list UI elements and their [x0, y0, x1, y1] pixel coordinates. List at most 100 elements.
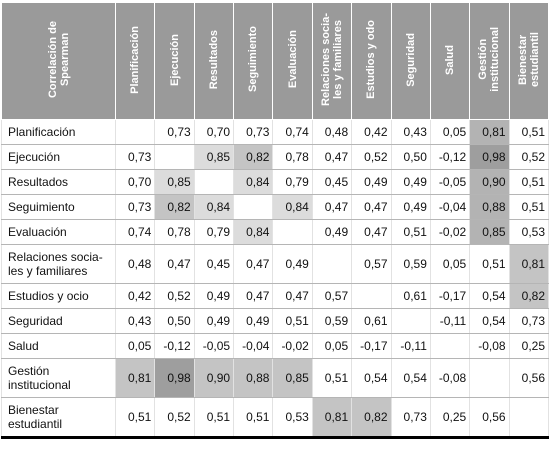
column-header: Seguimiento	[233, 2, 274, 120]
empty-cell	[390, 308, 431, 334]
value-cell: -0,17	[351, 333, 392, 359]
value-cell: -0,11	[429, 308, 471, 334]
value-cell: 0,47	[233, 283, 274, 309]
table-row: Bienestar estudiantil 0,51 0,52 0,51 0,51 0,5…	[1, 397, 550, 439]
value-cell: 0,49	[390, 169, 431, 195]
value-cell: 0,59	[390, 244, 431, 284]
value-cell: 0,49	[233, 308, 274, 334]
column-label: Ejecución	[168, 33, 181, 86]
column-label: Relaciones socia- les y familiares	[319, 13, 344, 106]
value-cell: 0,78	[272, 144, 313, 170]
value-cell: 0,52	[154, 397, 195, 439]
table-row: Evaluación 0,74 0,78 0,79 0,84 0,49 0,47 0,51 -0…	[1, 219, 550, 245]
value-cell: 0,05	[429, 119, 471, 145]
value-cell: 0,25	[429, 397, 471, 439]
value-cell: 0,49	[272, 244, 313, 284]
value-cell: 0,48	[311, 119, 353, 145]
value-cell: 0,53	[272, 397, 313, 439]
value-cell: 0,54	[469, 283, 510, 309]
column-label: Seguimiento	[247, 26, 260, 93]
value-cell: 0,47	[311, 144, 353, 170]
value-cell: 0,49	[311, 219, 353, 245]
value-cell: 0,81	[114, 358, 156, 398]
value-cell: 0,70	[114, 169, 156, 195]
value-cell: 0,52	[154, 283, 195, 309]
value-cell: 0,73	[114, 144, 156, 170]
value-cell: 0,79	[272, 169, 313, 195]
value-cell: 0,51	[272, 308, 313, 334]
value-cell: -0,11	[390, 333, 431, 359]
row-label: Salud	[1, 333, 116, 359]
value-cell: -0,12	[154, 333, 195, 359]
row-label: Ejecución	[1, 144, 116, 170]
empty-cell	[114, 119, 156, 145]
column-label: Resultados	[207, 29, 220, 90]
table-row: Resultados 0,70 0,85 0,84 0,79 0,45 0,49 0,49 -0…	[1, 169, 550, 195]
value-cell: 0,82	[154, 194, 195, 220]
value-cell: 0,84	[193, 194, 235, 220]
value-cell: 0,74	[114, 219, 156, 245]
empty-cell	[154, 144, 195, 170]
row-label: Estudios y ocio	[1, 283, 116, 309]
row-label: Evaluación	[1, 219, 116, 245]
value-cell: 0,51	[233, 397, 274, 439]
value-cell: 0,56	[469, 397, 510, 439]
column-header: Gestión institucional	[469, 2, 510, 120]
value-cell: 0,51	[508, 119, 550, 145]
table-row: Seguimiento 0,73 0,82 0,84 0,84 0,47 0,47 0,49-…	[1, 194, 550, 220]
value-cell: -0,08	[469, 333, 510, 359]
row-label: Planificación	[1, 119, 116, 145]
value-cell: 0,52	[508, 144, 550, 170]
table-row: Estudios y ocio 0,42 0,52 0,49 0,47 0,47 0,57 0…	[1, 283, 550, 309]
value-cell: -0,05	[429, 169, 471, 195]
column-header: Planificación	[114, 2, 156, 120]
column-label: Gestión institucional	[477, 27, 502, 92]
value-cell: -0,04	[233, 333, 274, 359]
column-label: Bienestar estudiantil	[516, 31, 541, 87]
value-cell: 0,42	[114, 283, 156, 309]
value-cell: 0,47	[154, 244, 195, 284]
value-cell: 0,49	[351, 169, 392, 195]
value-cell: 0,51	[390, 219, 431, 245]
value-cell: 0,98	[154, 358, 195, 398]
value-cell: 0,85	[193, 144, 235, 170]
value-cell: 0,54	[390, 358, 431, 398]
empty-cell	[508, 397, 550, 439]
empty-cell	[351, 283, 392, 309]
value-cell: 0,73	[390, 397, 431, 439]
column-header: Relaciones socia- les y familiares	[311, 2, 353, 120]
value-cell: 0,84	[233, 169, 274, 195]
header-row: Correlación de Spearman Planificación Eje…	[1, 2, 550, 120]
value-cell: 0,70	[193, 119, 235, 145]
row-label: Seguimiento	[1, 194, 116, 220]
value-cell: 0,51	[508, 169, 550, 195]
value-cell: 0,49	[193, 283, 235, 309]
table-row: Relaciones socia- les y familiares 0,48 0,…	[1, 244, 550, 284]
corner-label: Correlación de Spearman	[46, 20, 71, 99]
value-cell: -0,08	[429, 358, 471, 398]
table-row: Seguridad 0,43 0,50 0,49 0,49 0,51 0,59 0,61 -0,…	[1, 308, 550, 334]
column-header: Bienestar estudiantil	[508, 2, 550, 120]
value-cell: 0,51	[508, 194, 550, 220]
value-cell: -0,05	[193, 333, 235, 359]
value-cell: 0,82	[351, 397, 392, 439]
value-cell: 0,81	[311, 397, 353, 439]
empty-cell	[469, 358, 510, 398]
value-cell: 0,90	[469, 169, 510, 195]
value-cell: 0,51	[114, 397, 156, 439]
table-row: Gestión institucional 0,81 0,98 0,90 0,88 0,8…	[1, 358, 550, 398]
value-cell: 0,61	[351, 308, 392, 334]
column-header: Evaluación	[272, 2, 313, 120]
value-cell: 0,73	[508, 308, 550, 334]
value-cell: -0,02	[272, 333, 313, 359]
column-label: Estudios y odo	[365, 20, 378, 99]
empty-cell	[272, 219, 313, 245]
value-cell: -0,17	[429, 283, 471, 309]
value-cell: 0,51	[469, 244, 510, 284]
value-cell: 0,81	[469, 119, 510, 145]
value-cell: 0,73	[114, 194, 156, 220]
corner-header: Correlación de Spearman	[1, 2, 116, 120]
value-cell: 0,47	[351, 219, 392, 245]
value-cell: 0,82	[233, 144, 274, 170]
